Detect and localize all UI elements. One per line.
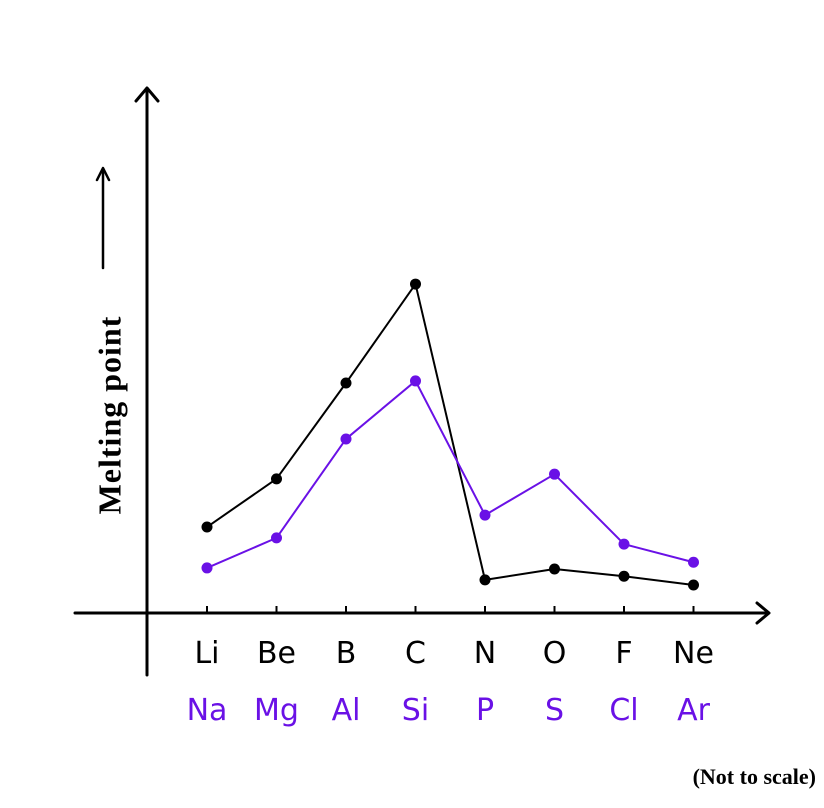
point [201,521,213,533]
point [618,538,630,550]
x-tick-label: N [474,636,496,671]
y-axis-label: Melting point [91,316,127,515]
point [688,556,699,568]
point [201,562,213,574]
x-tick-label: Ar [677,693,711,728]
plot: Li Be B C N O F Ne Na Mg Al Si P S Cl Ar [187,278,714,728]
series-line [206,283,694,587]
x-tick-label: Si [402,693,429,728]
x-tick-label: P [476,693,494,728]
point [410,278,421,290]
point [340,377,352,389]
y-label-arrow-head [95,166,111,182]
point [479,574,491,586]
point [549,468,560,480]
x-tick-label: Al [332,693,361,728]
x-tick-label: S [545,693,564,728]
x-tick-label: B [336,636,357,671]
x-tick-label: Be [257,636,296,671]
x-tick-label: C [405,636,426,671]
point [549,563,560,575]
point [410,375,421,387]
point [479,509,491,521]
y-axis-arrow [134,86,160,103]
point [618,570,630,582]
axes [73,86,771,677]
x-tick-label: Ne [673,636,714,671]
x-tick-label: Li [194,636,219,671]
point [271,532,282,544]
point [271,473,282,485]
x-tick-label: Cl [609,693,638,728]
x-tick-label: Mg [254,693,299,728]
x-tick-label: Na [187,693,228,728]
series-line [206,379,694,569]
x-tick-label: F [615,636,632,671]
note: (Not to scale) [693,764,816,789]
point [688,579,699,591]
x-axis-arrow [755,601,771,625]
point [340,433,352,445]
x-tick-label: O [543,636,567,671]
